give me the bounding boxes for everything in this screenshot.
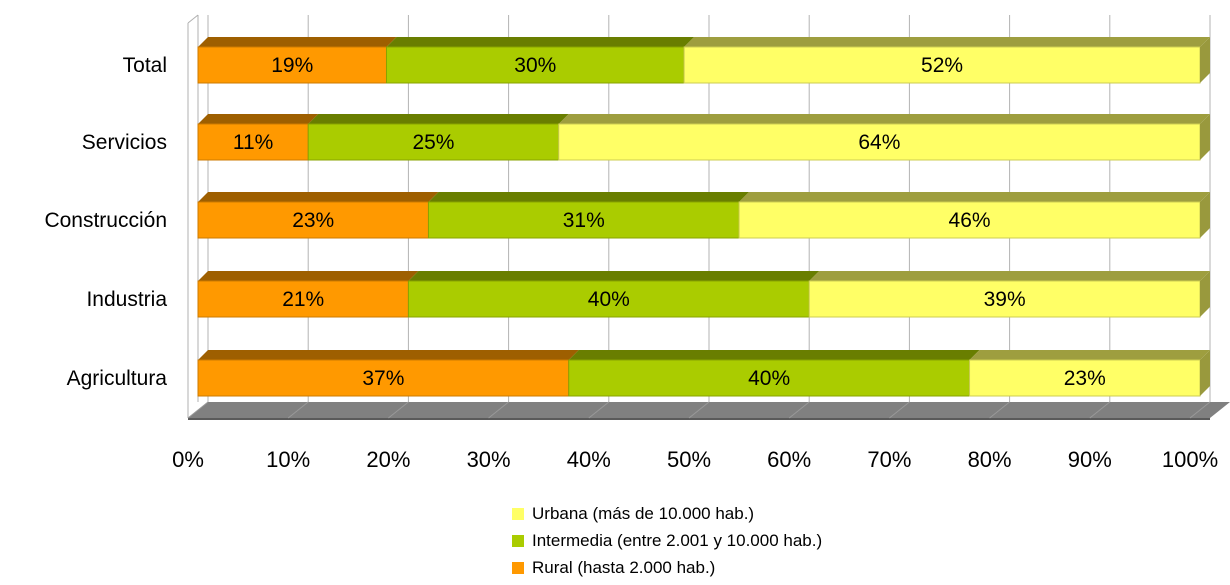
floor-grid	[788, 401, 810, 419]
wall-top-connector	[187, 14, 199, 24]
bar	[197, 280, 409, 318]
data-label: 37%	[362, 367, 404, 390]
x-tick-label: 50%	[667, 447, 711, 472]
data-label: 19%	[271, 54, 313, 77]
data-label: 52%	[921, 54, 963, 77]
bar-top	[809, 271, 1210, 281]
bar-top	[386, 37, 695, 47]
data-label: 39%	[984, 288, 1026, 311]
bar-side	[1200, 192, 1210, 238]
bar-top	[408, 271, 820, 281]
x-tick-label: 100%	[1162, 447, 1218, 472]
legend-label-rural: Rural (hasta 2.000 hab.)	[532, 557, 716, 577]
floor-grid	[989, 401, 1010, 419]
legend: Urbana (más de 10.000 hab.) Intermedia (…	[512, 500, 822, 581]
data-label: 40%	[748, 367, 790, 390]
bar-top	[558, 114, 1210, 124]
category-label: Agricultura	[67, 367, 168, 390]
bar	[738, 201, 1201, 239]
chart-svg: 37% 40% 23% Agricultura 21% 40% 39% Industria 23…	[44, 14, 1230, 472]
bar	[197, 359, 570, 397]
floor-grid	[588, 401, 610, 419]
bar-top	[739, 192, 1210, 202]
legend-item-urbana: Urbana (más de 10.000 hab.)	[512, 500, 822, 527]
floor	[188, 402, 1230, 418]
legend-label-urbana: Urbana (más de 10.000 hab.)	[532, 503, 755, 523]
data-label: 30%	[514, 54, 556, 77]
bar-side	[1200, 114, 1210, 160]
floor-grid	[388, 401, 409, 419]
bar	[197, 123, 309, 161]
bar	[197, 201, 429, 239]
legend-swatch-rural	[512, 561, 524, 574]
bar-side	[1200, 37, 1210, 83]
category-label: Industria	[86, 288, 167, 311]
floor-edge	[188, 418, 1210, 420]
bar	[969, 359, 1201, 397]
floor-grid	[1189, 401, 1211, 419]
bar-side	[1200, 271, 1210, 317]
bar	[427, 201, 740, 239]
legend-label-intermedia: Intermedia (entre 2.001 y 10.000 hab.)	[532, 530, 823, 550]
category-label: Total	[123, 54, 167, 77]
bar-top	[198, 37, 397, 47]
category-label: Construcción	[44, 209, 167, 232]
bar-side	[1200, 350, 1210, 396]
data-label: 46%	[949, 209, 991, 232]
data-label: 40%	[588, 288, 630, 311]
floor-grid	[187, 401, 209, 419]
bar-top	[198, 271, 419, 281]
bar-top	[198, 350, 579, 360]
floor-grid	[488, 401, 509, 419]
data-label: 31%	[563, 209, 605, 232]
bar	[197, 46, 387, 84]
x-tick-label: 20%	[366, 447, 410, 472]
category-label: Servicios	[82, 131, 167, 154]
bar	[568, 359, 971, 397]
data-label: 11%	[233, 131, 273, 154]
bar	[385, 46, 685, 84]
bar	[808, 280, 1201, 318]
floor-grid	[688, 401, 710, 419]
bar	[558, 123, 1201, 161]
x-tick-label: 30%	[467, 447, 511, 472]
data-label: 23%	[1064, 367, 1106, 390]
x-tick-label: 10%	[266, 447, 310, 472]
data-label: 23%	[292, 209, 334, 232]
bar	[307, 123, 560, 161]
x-tick-label: 40%	[567, 447, 611, 472]
floor-grid	[287, 401, 309, 419]
legend-swatch-urbana	[512, 507, 524, 520]
bar-top	[428, 192, 750, 202]
legend-swatch-intermedia	[512, 534, 524, 547]
bar-top	[198, 192, 439, 202]
data-label: 21%	[282, 288, 324, 311]
legend-item-intermedia: Intermedia (entre 2.001 y 10.000 hab.)	[512, 527, 822, 554]
floor-grid	[1089, 401, 1111, 419]
floor-grid	[889, 401, 910, 419]
x-tick-label: 0%	[172, 447, 204, 472]
x-tick-label: 70%	[867, 447, 911, 472]
x-tick-label: 60%	[767, 447, 811, 472]
bar	[407, 280, 810, 318]
bar-top	[568, 350, 980, 360]
x-tick-label: 90%	[1068, 447, 1112, 472]
data-label: 64%	[858, 131, 900, 154]
data-label: 25%	[412, 131, 454, 154]
bar-top	[308, 114, 569, 124]
bar-top	[969, 350, 1210, 360]
bar-top	[684, 37, 1210, 47]
x-tick-label: 80%	[968, 447, 1012, 472]
bar-top	[198, 114, 319, 124]
legend-item-rural: Rural (hasta 2.000 hab.)	[512, 554, 822, 581]
